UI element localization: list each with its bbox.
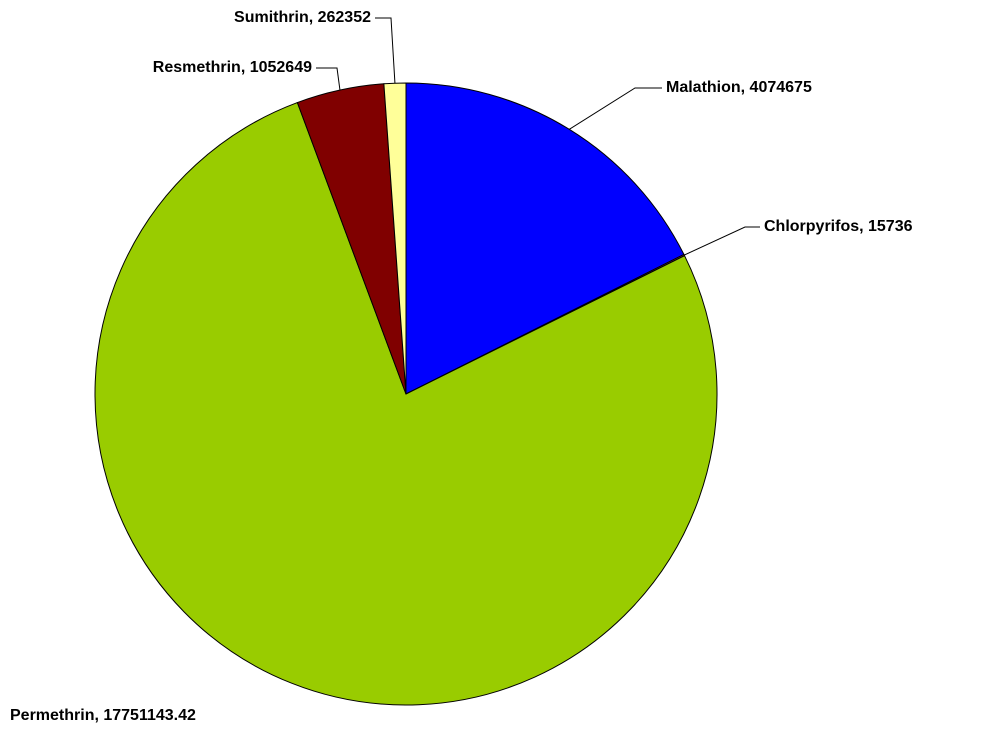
leader-line	[684, 226, 760, 256]
data-label: Sumithrin, 262352	[234, 9, 371, 26]
leader-line	[316, 67, 341, 91]
slice	[94, 101, 718, 706]
leader-line	[569, 87, 662, 130]
slice	[405, 82, 685, 395]
data-label: Malathion, 4074675	[666, 79, 812, 96]
leader-line	[375, 17, 396, 84]
data-label: Chlorpyrifos, 15736	[764, 218, 913, 235]
data-label: Resmethrin, 1052649	[153, 59, 312, 76]
data-label: Permethrin, 17751143.42	[10, 707, 196, 724]
